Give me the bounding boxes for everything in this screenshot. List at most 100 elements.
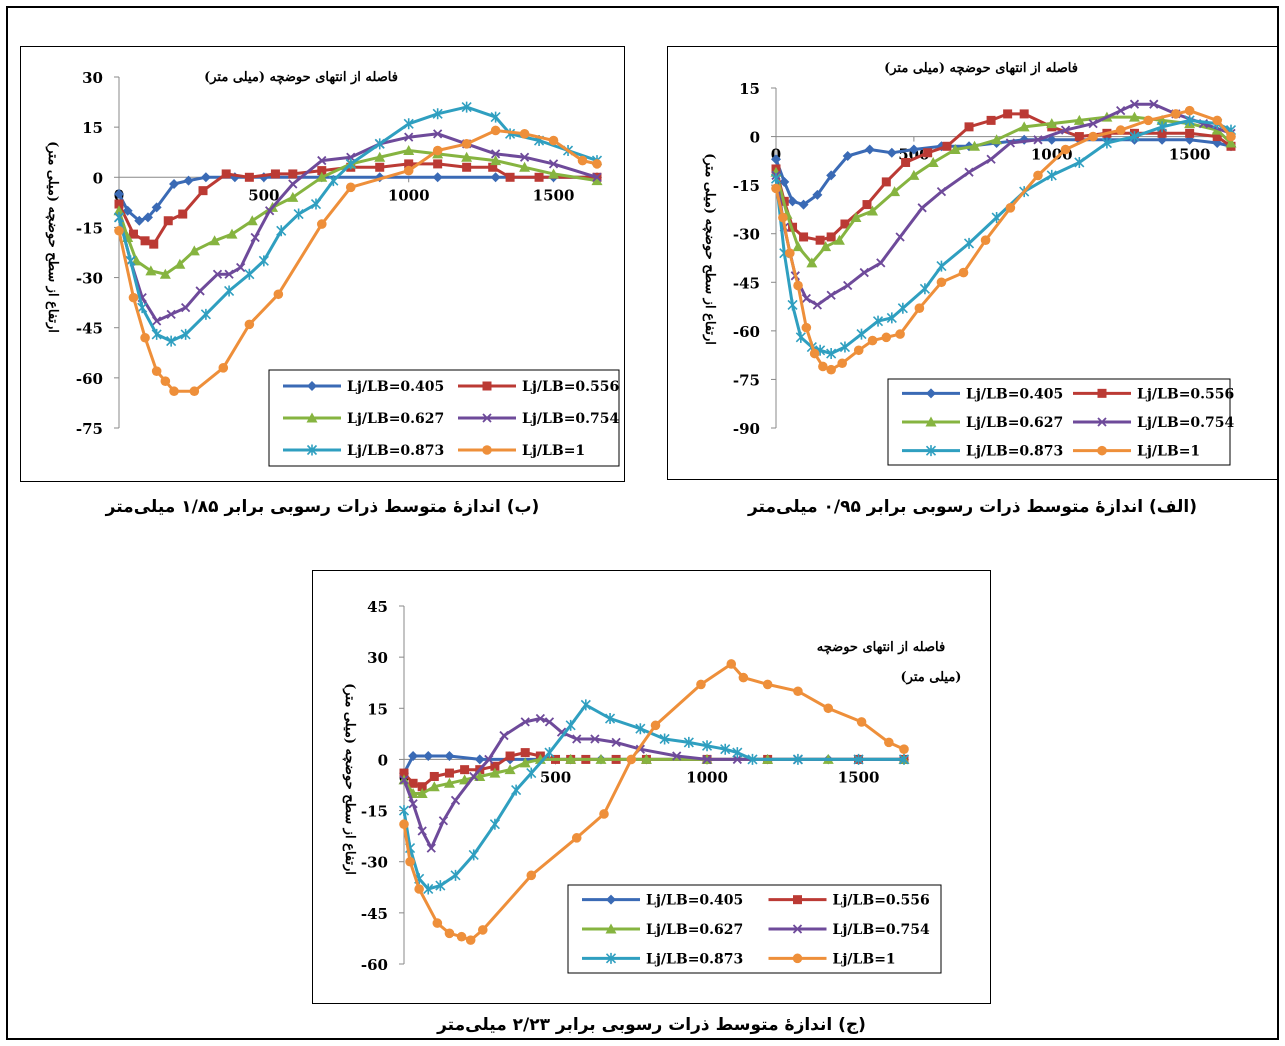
- y-tick-label: -60: [361, 956, 388, 974]
- data-point: [137, 302, 148, 314]
- data-point: [461, 101, 472, 113]
- series-4: [399, 713, 909, 853]
- y-tick-label: 0: [750, 129, 760, 147]
- data-point: [899, 744, 909, 754]
- data-point: [520, 717, 530, 727]
- data-point: [310, 198, 322, 210]
- data-point: [1143, 115, 1154, 126]
- data-point: [209, 235, 221, 246]
- legend-label: Lj/LB=0.754: [833, 922, 931, 938]
- y-tick-label: 30: [82, 69, 103, 87]
- data-point: [640, 753, 652, 764]
- data-point: [160, 376, 171, 387]
- data-point: [499, 730, 509, 741]
- y-axis-label: ارتفاع از سطح حوضچه (میلی متر): [702, 153, 717, 345]
- data-point: [1156, 121, 1168, 133]
- legend-swatch-marker: [306, 444, 318, 456]
- data-point: [490, 111, 501, 123]
- data-point: [189, 386, 200, 397]
- data-point: [461, 151, 473, 162]
- legend-item: Lj/LB=0.627: [902, 415, 1063, 431]
- data-point: [801, 322, 812, 333]
- data-point: [580, 699, 591, 711]
- data-point: [1128, 111, 1140, 122]
- data-point: [604, 713, 616, 725]
- data-point: [867, 205, 879, 216]
- data-point: [444, 768, 454, 778]
- data-point: [166, 309, 176, 319]
- data-point: [958, 267, 969, 278]
- x-axis-label: فاصله از انتهای حوضچه (میلی متر): [884, 61, 1078, 76]
- data-point: [429, 771, 439, 781]
- data-point: [462, 162, 472, 172]
- data-point: [140, 332, 150, 343]
- y-tick-label: -75: [733, 371, 760, 389]
- data-point: [1115, 125, 1126, 135]
- data-point: [548, 159, 559, 169]
- x-tick-label: 1000: [388, 186, 430, 204]
- data-point: [474, 754, 485, 765]
- data-point: [815, 235, 825, 245]
- data-point: [293, 208, 304, 220]
- data-point: [702, 754, 712, 765]
- legend-swatch-marker: [1097, 388, 1107, 398]
- legend-item: Lj/LB=1: [768, 951, 896, 967]
- data-point: [762, 679, 773, 690]
- data-point: [853, 345, 864, 356]
- data-point: [432, 108, 443, 120]
- legend-item: Lj/LB=0.754: [1073, 415, 1235, 431]
- data-point: [345, 158, 356, 170]
- data-point: [244, 268, 255, 280]
- data-point: [490, 149, 501, 159]
- data-point: [113, 205, 125, 216]
- y-tick-label: 15: [739, 80, 760, 98]
- data-point: [659, 733, 670, 745]
- caption-jim: (ج) اندازۀ متوسط ذرات رسوبی برابر ۲/۲۳ م…: [437, 1015, 866, 1035]
- legend-item: Lj/LB=0.405: [283, 379, 444, 395]
- data-point: [826, 232, 836, 242]
- data-point: [901, 157, 911, 167]
- data-point: [826, 170, 837, 181]
- legend-swatch-marker: [482, 413, 492, 423]
- data-point: [1060, 144, 1071, 155]
- data-point: [577, 155, 588, 166]
- data-point: [842, 151, 853, 161]
- legend-swatch-marker: [482, 445, 492, 455]
- legend-label: Lj/LB=0.627: [347, 411, 444, 427]
- y-tick-label: -45: [733, 274, 760, 292]
- data-point: [1046, 118, 1058, 129]
- legend-swatch-marker: [792, 924, 803, 934]
- data-point: [795, 331, 806, 343]
- data-point: [856, 717, 867, 727]
- data-point: [526, 767, 537, 779]
- data-point: [544, 717, 555, 727]
- data-point: [1033, 170, 1043, 181]
- data-point: [519, 129, 530, 139]
- data-point: [820, 241, 832, 252]
- x-tick-label: 1500: [838, 768, 880, 786]
- legend-label: Lj/LB=0.873: [646, 951, 743, 967]
- data-point: [793, 280, 803, 291]
- x-tick-label: 1500: [533, 186, 575, 204]
- data-point: [450, 795, 461, 805]
- series-line: [402, 717, 904, 850]
- data-point: [403, 145, 415, 156]
- legend-swatch-marker: [1097, 417, 1107, 427]
- series-6: [771, 105, 1236, 375]
- data-point: [166, 335, 177, 347]
- data-point: [114, 189, 124, 199]
- data-point: [839, 341, 851, 353]
- data-point: [218, 363, 229, 373]
- legend-swatch-marker: [926, 388, 936, 399]
- data-point: [1046, 169, 1057, 181]
- data-point: [886, 147, 897, 158]
- legend-swatch-marker: [307, 381, 317, 391]
- data-point: [908, 144, 919, 155]
- data-point: [258, 172, 269, 183]
- data-point: [403, 165, 414, 176]
- data-point: [152, 316, 162, 326]
- data-point: [519, 757, 531, 768]
- series-3: [770, 111, 1237, 268]
- data-point: [812, 189, 823, 200]
- data-point: [265, 206, 275, 216]
